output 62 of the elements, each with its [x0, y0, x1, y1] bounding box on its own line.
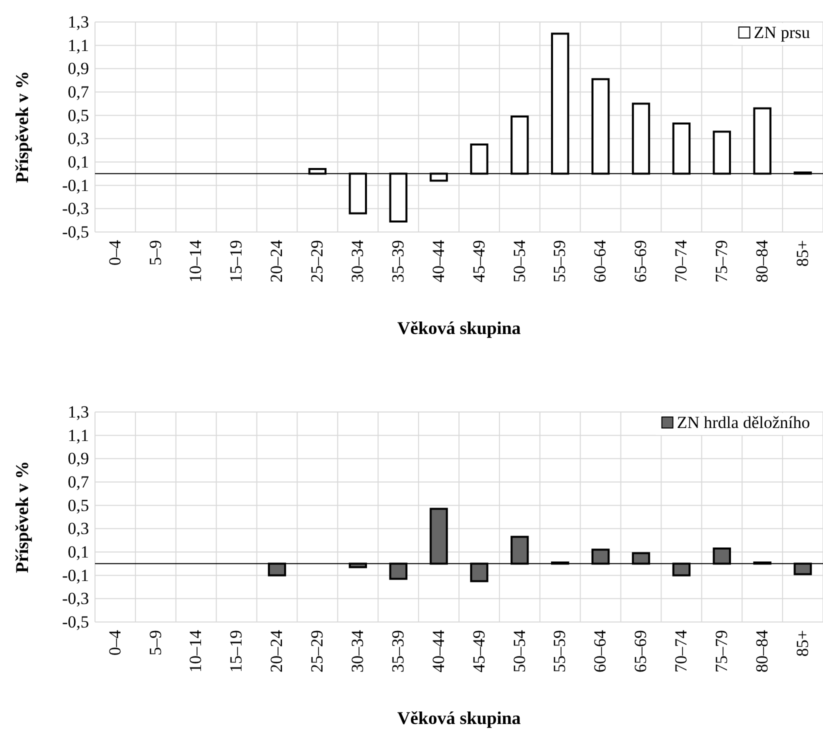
x-tick-label: 55–59 [550, 630, 570, 672]
y-tick-label: 0,7 [68, 472, 90, 492]
x-tick-label: 75–79 [712, 240, 731, 282]
x-tick-label: 75–79 [712, 630, 731, 672]
x-tick-label: 60–64 [590, 240, 610, 282]
x-tick-label: 15–19 [226, 630, 246, 672]
y-axis-title: Příspěvek v % [12, 461, 32, 573]
x-tick-label: 80–84 [752, 630, 772, 672]
x-tick-label: 20–24 [267, 240, 286, 282]
legend-label: ZN prsu [754, 23, 810, 42]
y-tick-label: 0,5 [68, 496, 89, 515]
y-tick-label: 0,9 [68, 449, 89, 468]
x-tick-label: 85+ [792, 630, 812, 657]
x-tick-label: 25–29 [308, 630, 327, 672]
y-tick-label: -0,5 [62, 612, 89, 632]
x-tick-label: 55–59 [550, 240, 570, 282]
x-tick-label: 60–64 [590, 630, 610, 672]
x-tick-label: 0–4 [105, 630, 124, 656]
y-tick-label: -0,3 [62, 589, 89, 608]
x-tick-label: 20–24 [267, 630, 286, 672]
y-tick-label: 0,1 [68, 152, 89, 172]
x-tick-label: 65–69 [631, 630, 650, 672]
y-tick-label: 0,3 [68, 129, 89, 148]
y-tick-label: -0,1 [62, 566, 89, 585]
y-tick-label: -0,1 [62, 176, 89, 195]
x-tick-label: 40–44 [428, 240, 448, 282]
y-tick-label: 1,3 [68, 12, 89, 32]
x-axis-title: Věková skupina [397, 318, 521, 338]
x-tick-label: 5–9 [146, 630, 165, 656]
x-tick-label: 45–49 [469, 630, 488, 672]
x-tick-label: 85+ [792, 240, 812, 267]
x-tick-label: 70–74 [672, 240, 691, 282]
y-tick-label: 0,1 [68, 542, 89, 562]
x-tick-label: 5–9 [146, 240, 165, 266]
x-tick-label: 10–14 [186, 630, 206, 672]
x-axis-title: Věková skupina [397, 708, 521, 728]
y-tick-label: -0,5 [62, 222, 89, 242]
x-tick-label: 50–54 [510, 240, 529, 282]
legend-label: ZN hrdla děložního [676, 413, 810, 432]
x-tick-label: 80–84 [752, 240, 772, 282]
x-tick-label: 35–39 [388, 240, 408, 282]
x-tick-label: 30–34 [348, 240, 367, 282]
y-tick-label: 0,9 [68, 59, 89, 78]
y-tick-label: 0,3 [68, 519, 89, 538]
x-tick-label: 25–29 [308, 240, 327, 282]
x-tick-label: 0–4 [105, 240, 124, 266]
x-tick-label: 15–19 [226, 240, 246, 282]
y-tick-label: 1,3 [68, 402, 89, 422]
y-tick-label: 0,7 [68, 82, 90, 102]
x-tick-label: 65–69 [631, 240, 650, 282]
x-tick-label: 30–34 [348, 630, 367, 672]
x-tick-label: 40–44 [428, 630, 448, 672]
y-tick-label: 1,1 [68, 36, 89, 55]
x-tick-label: 50–54 [510, 630, 529, 672]
x-tick-label: 35–39 [388, 630, 408, 672]
y-tick-label: -0,3 [62, 199, 89, 218]
y-axis-title: Příspěvek v % [12, 71, 32, 183]
x-tick-label: 10–14 [186, 240, 206, 282]
y-tick-label: 1,1 [68, 426, 89, 445]
y-tick-label: 0,5 [68, 106, 89, 125]
x-tick-label: 45–49 [469, 240, 488, 282]
x-tick-label: 70–74 [672, 630, 691, 672]
